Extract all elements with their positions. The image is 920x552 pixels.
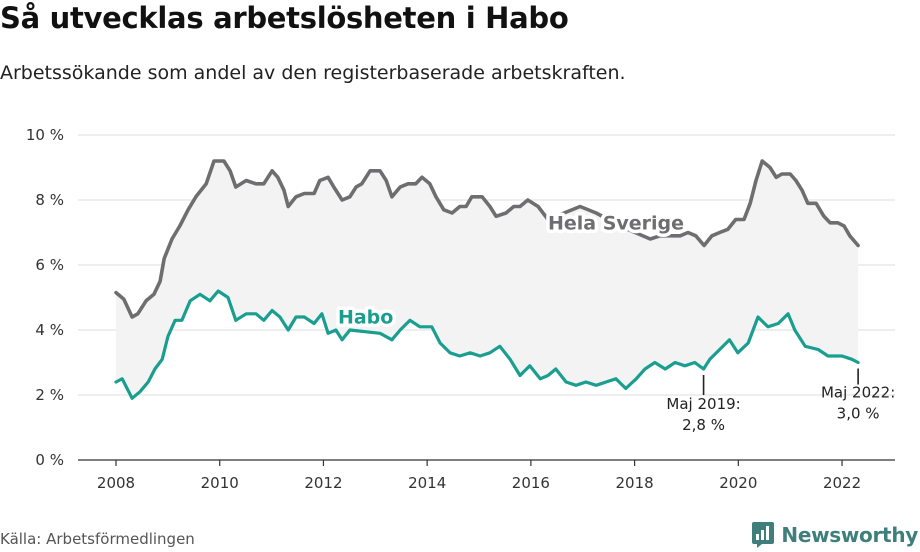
newsworthy-logo: Newsworthy xyxy=(751,520,918,550)
source-note: Källa: Arbetsförmedlingen xyxy=(0,530,195,548)
x-tick-label: 2022 xyxy=(823,474,861,492)
annotation-date-label: Maj 2022: xyxy=(821,384,895,402)
x-tick-label: 2020 xyxy=(719,474,757,492)
annotation-date-label: Maj 2019: xyxy=(666,395,740,413)
series-gap-band xyxy=(116,161,859,399)
axis-layer: 0 % 2 % 4 % 6 % 8 % 10 % 2008 2010 2012 2014 2016 2… xyxy=(26,126,861,492)
chart-subtitle: Arbetssökande som andel av den registerb… xyxy=(0,62,626,84)
annotation-layer: Maj 2019: 2,8 % Maj 2022: 3,0 % xyxy=(666,368,895,434)
newsworthy-chart-bubble-icon xyxy=(752,522,775,548)
habo-line xyxy=(114,289,860,400)
x-tick-label: 2008 xyxy=(97,474,135,492)
x-tick-label: 2014 xyxy=(408,474,446,492)
y-tick-label: 2 % xyxy=(35,386,64,404)
hela-sverige-line xyxy=(114,159,860,319)
y-tick-label: 0 % xyxy=(35,451,64,469)
y-tick-label: 8 % xyxy=(35,191,64,209)
x-tick-label: 2010 xyxy=(201,474,239,492)
series-layer xyxy=(114,159,860,400)
annotation-value-label: 3,0 % xyxy=(837,405,880,423)
x-tick-label: 2012 xyxy=(304,474,342,492)
y-tick-label: 10 % xyxy=(26,126,64,144)
annotation-value-label: 2,8 % xyxy=(682,416,725,434)
hela-sverige-label: Hela Sverige xyxy=(548,212,684,234)
habo-label: Habo xyxy=(338,307,393,329)
x-tick-label: 2018 xyxy=(616,474,654,492)
x-tick-label: 2016 xyxy=(512,474,550,492)
chart-title: Så utvecklas arbetslösheten i Habo xyxy=(0,1,569,35)
band-layer xyxy=(116,161,859,399)
y-tick-label: 6 % xyxy=(35,256,64,274)
y-tick-label: 4 % xyxy=(35,321,64,339)
series-label-layer: Hela Sverige Habo xyxy=(334,209,687,332)
logo-text: Newsworthy xyxy=(781,523,918,547)
